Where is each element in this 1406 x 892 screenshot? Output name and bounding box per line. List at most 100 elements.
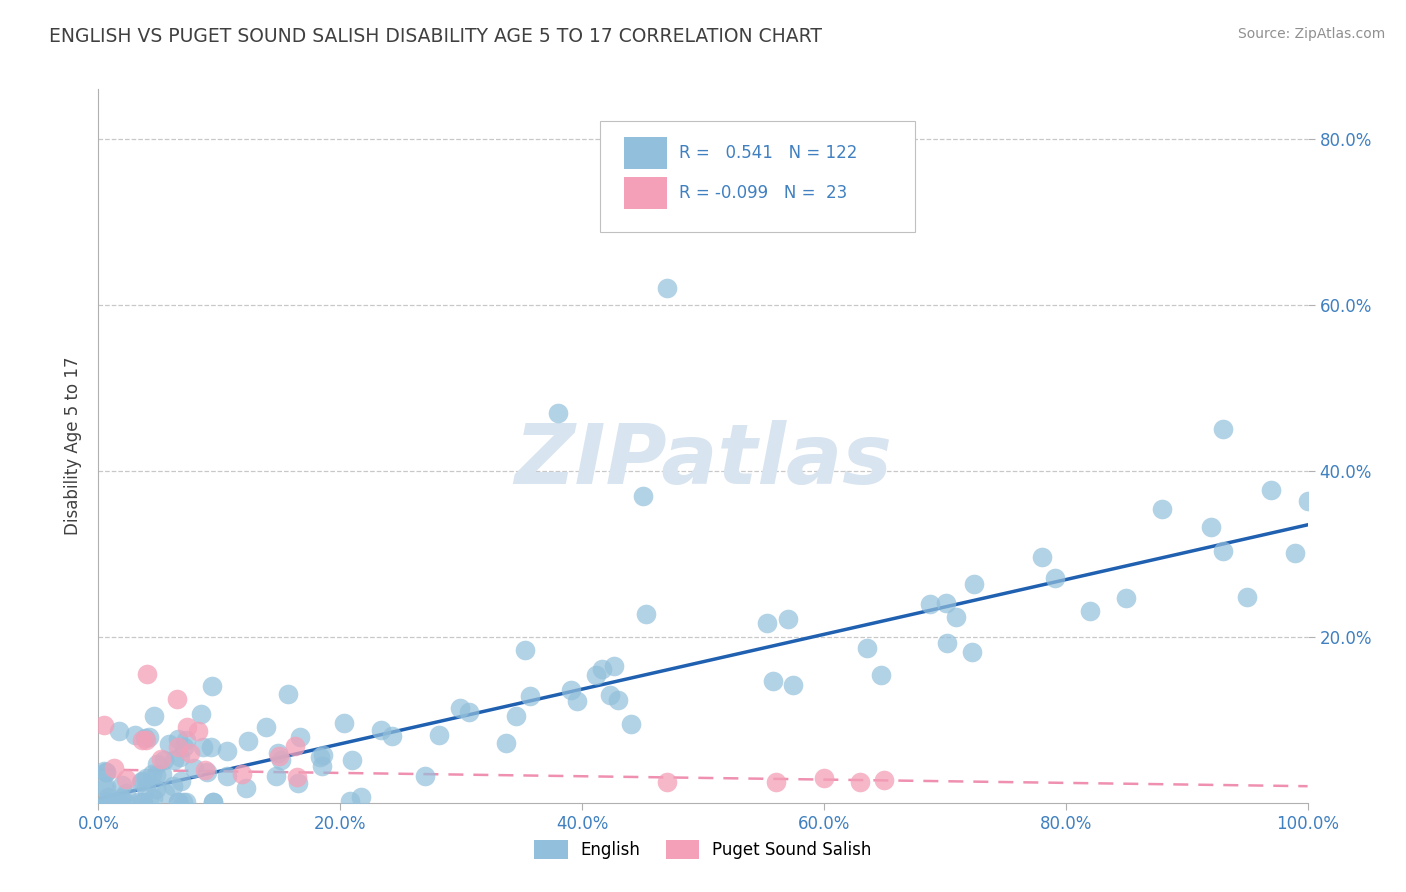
Point	[1284, 546, 1306, 560]
Point	[167, 732, 190, 747]
Point	[174, 732, 197, 747]
Point	[1296, 494, 1319, 508]
Point	[153, 754, 176, 768]
Point	[142, 791, 165, 805]
Point	[150, 767, 173, 781]
Point	[270, 753, 292, 767]
Point	[107, 795, 129, 809]
Point	[1236, 590, 1258, 604]
Point	[238, 734, 260, 748]
Point	[339, 794, 361, 808]
Point	[765, 190, 787, 204]
Point	[202, 795, 225, 809]
Point	[603, 659, 626, 673]
Point	[93, 780, 115, 794]
Point	[277, 687, 299, 701]
Point	[124, 728, 146, 742]
Point	[110, 791, 132, 805]
Point	[167, 795, 190, 809]
Text: R = -0.099   N =  23: R = -0.099 N = 23	[679, 184, 846, 202]
Point	[920, 597, 942, 611]
Point	[285, 770, 308, 784]
Point	[194, 764, 217, 778]
Point	[97, 790, 120, 805]
Point	[193, 740, 215, 755]
Point	[115, 772, 138, 786]
Point	[1212, 544, 1234, 558]
Point	[267, 748, 290, 763]
Point	[94, 780, 117, 794]
Point	[381, 729, 404, 743]
Point	[195, 764, 218, 779]
Point	[287, 776, 309, 790]
Point	[505, 709, 527, 723]
Point	[636, 607, 658, 621]
Point	[620, 717, 643, 731]
Text: Source: ZipAtlas.com: Source: ZipAtlas.com	[1237, 27, 1385, 41]
Point	[231, 766, 253, 780]
Point	[146, 757, 169, 772]
Point	[201, 679, 224, 693]
Point	[131, 795, 153, 809]
Point	[145, 768, 167, 782]
Point	[131, 795, 153, 809]
Point	[162, 779, 184, 793]
Point	[936, 636, 959, 650]
Point	[166, 795, 188, 809]
Point	[782, 678, 804, 692]
Point	[427, 728, 450, 742]
FancyBboxPatch shape	[600, 121, 915, 232]
Text: R =   0.541   N = 122: R = 0.541 N = 122	[679, 145, 858, 162]
Point	[173, 740, 195, 755]
Point	[138, 795, 160, 809]
Point	[138, 731, 160, 745]
Point	[235, 780, 257, 795]
Point	[655, 775, 678, 789]
Point	[111, 778, 134, 792]
Point	[1199, 520, 1222, 534]
Point	[312, 747, 335, 762]
Point	[143, 709, 166, 723]
Point	[134, 731, 156, 745]
Point	[96, 795, 118, 809]
Point	[945, 610, 967, 624]
Point	[519, 690, 541, 704]
Point	[166, 692, 188, 706]
Point	[340, 753, 363, 767]
Point	[449, 700, 471, 714]
Point	[765, 775, 787, 789]
Point	[134, 781, 156, 796]
Point	[254, 720, 277, 734]
Text: ENGLISH VS PUGET SOUND SALISH DISABILITY AGE 5 TO 17 CORRELATION CHART: ENGLISH VS PUGET SOUND SALISH DISABILITY…	[49, 27, 823, 45]
Point	[131, 733, 153, 747]
Point	[1115, 591, 1137, 606]
Point	[135, 667, 157, 681]
Point	[108, 723, 131, 738]
FancyBboxPatch shape	[624, 137, 666, 169]
Point	[333, 715, 356, 730]
Point	[607, 692, 630, 706]
Point	[169, 750, 191, 764]
Point	[149, 752, 172, 766]
Point	[97, 795, 120, 809]
Point	[755, 615, 778, 630]
Point	[172, 795, 194, 809]
Point	[762, 673, 785, 688]
Point	[201, 795, 224, 809]
FancyBboxPatch shape	[624, 177, 666, 209]
Point	[813, 771, 835, 785]
Point	[167, 740, 190, 755]
Point	[115, 786, 138, 800]
Point	[560, 682, 582, 697]
Point	[174, 795, 197, 809]
Point	[127, 795, 149, 809]
Point	[153, 786, 176, 800]
Point	[599, 688, 621, 702]
Point	[163, 753, 186, 767]
Point	[104, 795, 127, 809]
Point	[1045, 571, 1067, 585]
Point	[217, 744, 239, 758]
Point	[1078, 604, 1101, 618]
Point	[869, 667, 891, 681]
Legend: English, Puget Sound Salish: English, Puget Sound Salish	[527, 833, 879, 866]
